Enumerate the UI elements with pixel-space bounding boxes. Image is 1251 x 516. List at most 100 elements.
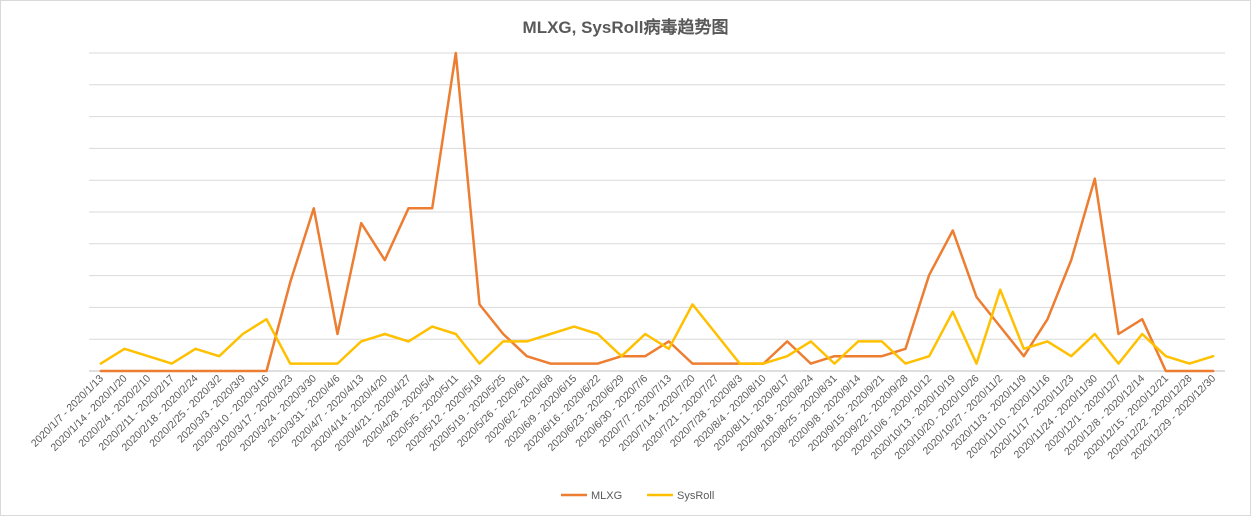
legend-item-sysroll: SysRoll xyxy=(647,490,714,502)
data-point-sysroll xyxy=(762,362,766,366)
data-point-mlxg xyxy=(904,347,908,351)
data-point-mlxg xyxy=(407,206,411,210)
data-point-mlxg xyxy=(454,51,458,55)
data-point-mlxg xyxy=(336,332,340,336)
data-point-sysroll xyxy=(927,354,931,358)
data-point-sysroll xyxy=(288,362,292,366)
data-point-sysroll xyxy=(1022,347,1026,351)
data-point-sysroll xyxy=(1046,339,1050,343)
data-point-sysroll xyxy=(975,362,979,366)
data-point-mlxg xyxy=(951,228,955,232)
data-point-mlxg xyxy=(1046,317,1050,321)
data-point-sysroll xyxy=(1164,354,1168,358)
data-point-sysroll xyxy=(856,339,860,343)
data-point-mlxg xyxy=(288,280,292,284)
data-point-mlxg xyxy=(359,221,363,225)
data-point-sysroll xyxy=(525,339,529,343)
data-point-sysroll xyxy=(336,362,340,366)
data-point-sysroll xyxy=(265,317,269,321)
data-point-mlxg xyxy=(312,206,316,210)
chart-title: MLXG, SysRoll病毒趋势图 xyxy=(522,18,729,37)
data-point-sysroll xyxy=(478,362,482,366)
data-point-sysroll xyxy=(951,310,955,314)
data-point-mlxg xyxy=(99,369,103,373)
data-point-mlxg xyxy=(667,339,671,343)
data-point-mlxg xyxy=(478,302,482,306)
series-line-mlxg xyxy=(99,51,1215,373)
data-point-sysroll xyxy=(549,332,553,336)
legend-label-sysroll: SysRoll xyxy=(677,490,714,502)
data-point-mlxg xyxy=(549,362,553,366)
data-point-sysroll xyxy=(1188,362,1192,366)
data-point-sysroll xyxy=(809,339,813,343)
data-point-sysroll xyxy=(1117,362,1121,366)
gridlines xyxy=(89,52,1225,372)
data-point-sysroll xyxy=(1211,354,1215,358)
data-point-sysroll xyxy=(904,362,908,366)
data-point-mlxg xyxy=(572,362,576,366)
data-point-mlxg xyxy=(1093,177,1097,181)
data-point-sysroll xyxy=(667,347,671,351)
data-point-sysroll xyxy=(833,362,837,366)
data-point-sysroll xyxy=(1069,354,1073,358)
data-point-mlxg xyxy=(1069,258,1073,262)
data-point-mlxg xyxy=(146,369,150,373)
data-point-mlxg xyxy=(1140,317,1144,321)
legend-label-mlxg: MLXG xyxy=(591,490,622,502)
data-point-sysroll xyxy=(501,339,505,343)
data-point-sysroll xyxy=(359,339,363,343)
data-point-mlxg xyxy=(194,369,198,373)
data-point-mlxg xyxy=(691,362,695,366)
data-point-mlxg xyxy=(430,206,434,210)
data-point-mlxg xyxy=(501,332,505,336)
legend: MLXG SysRoll xyxy=(561,490,714,502)
data-point-mlxg xyxy=(714,362,718,366)
data-point-sysroll xyxy=(241,332,245,336)
data-point-mlxg xyxy=(217,369,221,373)
data-point-mlxg xyxy=(880,354,884,358)
data-point-mlxg xyxy=(998,325,1002,329)
data-point-sysroll xyxy=(643,332,647,336)
data-point-mlxg xyxy=(1211,369,1215,373)
data-point-mlxg xyxy=(856,354,860,358)
data-point-mlxg xyxy=(975,295,979,299)
legend-item-mlxg: MLXG xyxy=(561,490,622,502)
data-point-sysroll xyxy=(146,354,150,358)
data-point-mlxg xyxy=(785,339,789,343)
data-point-mlxg xyxy=(241,369,245,373)
data-point-sysroll xyxy=(691,302,695,306)
data-point-sysroll xyxy=(99,362,103,366)
data-point-mlxg xyxy=(833,354,837,358)
data-point-mlxg xyxy=(596,362,600,366)
data-point-sysroll xyxy=(1140,332,1144,336)
series-lines xyxy=(99,51,1215,373)
data-point-sysroll xyxy=(194,347,198,351)
data-point-sysroll xyxy=(620,354,624,358)
data-point-mlxg xyxy=(170,369,174,373)
data-point-sysroll xyxy=(170,362,174,366)
data-point-sysroll xyxy=(1093,332,1097,336)
data-point-mlxg xyxy=(525,354,529,358)
data-point-mlxg xyxy=(1117,332,1121,336)
data-point-sysroll xyxy=(383,332,387,336)
series-line-sysroll xyxy=(99,288,1215,365)
data-point-sysroll xyxy=(312,362,316,366)
data-point-mlxg xyxy=(643,354,647,358)
data-point-mlxg xyxy=(1188,369,1192,373)
data-point-sysroll xyxy=(407,339,411,343)
data-point-mlxg xyxy=(809,362,813,366)
data-point-sysroll xyxy=(880,339,884,343)
data-point-mlxg xyxy=(1022,354,1026,358)
data-point-sysroll xyxy=(714,332,718,336)
data-point-sysroll xyxy=(123,347,127,351)
data-point-mlxg xyxy=(1164,369,1168,373)
data-point-sysroll xyxy=(430,325,434,329)
data-point-mlxg xyxy=(123,369,127,373)
data-point-sysroll xyxy=(785,354,789,358)
data-point-sysroll xyxy=(572,325,576,329)
data-point-sysroll xyxy=(738,362,742,366)
data-point-mlxg xyxy=(265,369,269,373)
